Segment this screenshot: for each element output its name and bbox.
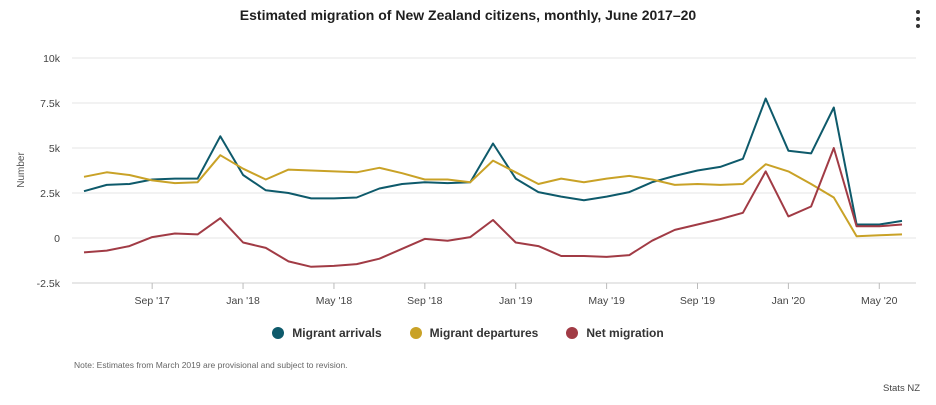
legend-marker-net [566,327,579,339]
chart-credits[interactable]: Stats NZ [883,383,920,394]
menu-dot [916,10,920,14]
x-tick-label: Sep '17 [135,295,170,307]
chart-legend: Migrant arrivals Migrant departures Net … [0,326,936,340]
legend-label-departures: Migrant departures [429,326,539,340]
grid-lines [72,57,916,284]
y-tick-label: 10k [43,53,61,65]
y-tick-label: -2.5k [37,278,61,290]
legend-marker-departures [409,327,422,339]
series-line-net-migration[interactable] [83,147,903,268]
legend-item-arrivals[interactable]: Migrant arrivals [272,326,382,340]
menu-dot [916,17,920,21]
x-tick-label: May '18 [316,295,353,307]
series-line-migrant-departures[interactable] [83,154,903,238]
chart-title: Estimated migration of New Zealand citiz… [239,7,697,23]
line-chart: -2.5k 0 2.5k 5k 7.5k 10k Sep '17 Jan '18 May '1… [16,53,916,307]
x-tick-label: May '20 [861,295,898,307]
x-tick-label: Sep '18 [407,295,442,307]
x-axis-ticks: Sep '17 Jan '18 May '18 Sep '18 Jan '19 May '… [135,283,898,307]
x-tick-label: Sep '19 [680,295,715,307]
legend-marker-arrivals [272,327,285,339]
chart-note: Note: Estimates from March 2019 are prov… [74,360,348,370]
y-tick-label: 7.5k [40,98,61,110]
x-tick-label: Jan '18 [226,295,260,307]
legend-label-arrivals: Migrant arrivals [292,326,382,340]
legend-item-departures[interactable]: Migrant departures [409,326,539,340]
legend-item-net[interactable]: Net migration [566,326,664,340]
legend-label-net: Net migration [586,326,664,340]
menu-dot [916,24,920,28]
x-tick-label: May '19 [588,295,625,307]
x-tick-label: Jan '20 [772,295,806,307]
y-tick-label: 2.5k [40,188,61,200]
series-lines [83,97,903,268]
y-tick-label: 5k [49,143,61,155]
series-line-migrant-arrivals[interactable] [83,97,903,226]
x-tick-label: Jan '19 [499,295,533,307]
y-axis-label: Number [16,152,27,188]
y-tick-label: 0 [54,233,60,245]
more-vertical-icon[interactable] [914,10,922,30]
y-axis-ticks: -2.5k 0 2.5k 5k 7.5k 10k [37,53,61,290]
